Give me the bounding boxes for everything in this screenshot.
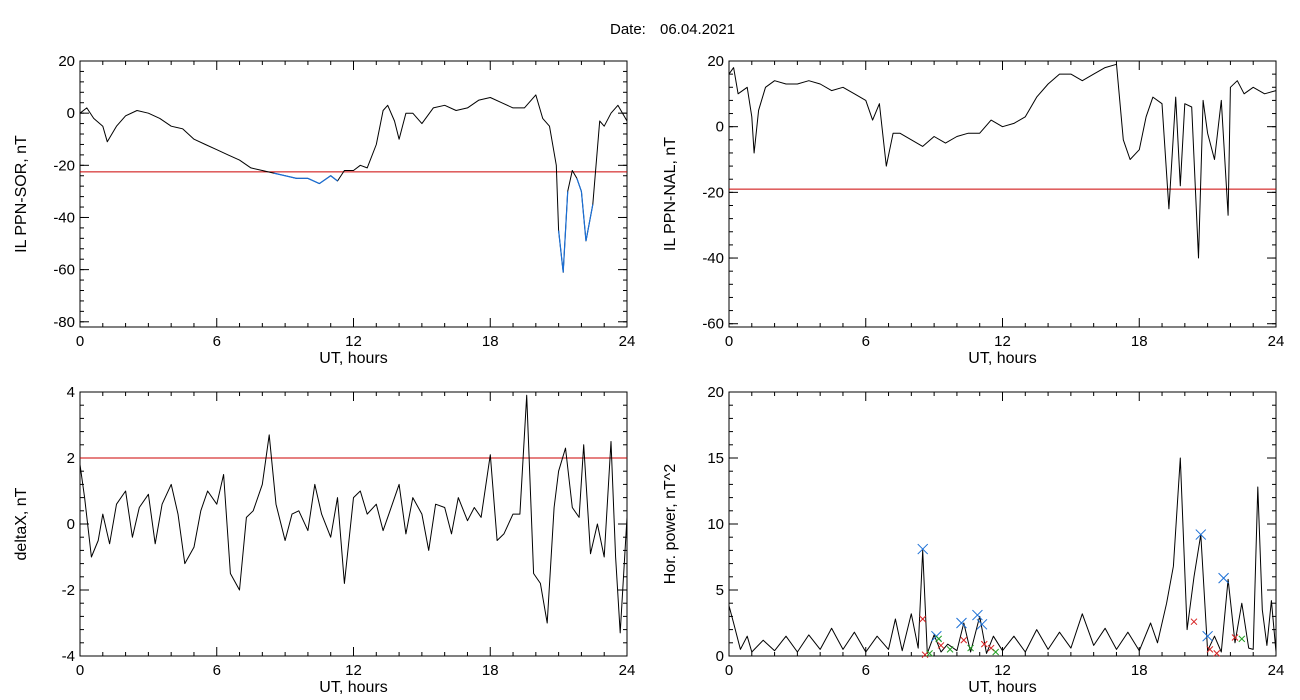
date-value: 06.04.2021 xyxy=(660,21,735,38)
plot-frame xyxy=(728,60,1277,328)
series-line xyxy=(79,394,628,634)
marker-green xyxy=(967,644,974,652)
x-tick-label: 0 xyxy=(76,662,84,679)
x-tick-label: 0 xyxy=(725,333,733,350)
chart-power: 0 6 12 18 24 20 15 10 5 0 UT, hours Hor. power, nT^… xyxy=(662,384,1284,696)
x-axis-label: UT, hours xyxy=(319,350,387,367)
y-tick-label: 5 xyxy=(716,582,724,599)
marker-green xyxy=(926,650,933,657)
marker-red xyxy=(960,636,968,644)
y-axis-label: Hor. power, nT^2 xyxy=(662,464,679,585)
x-tick-label: 6 xyxy=(213,662,221,679)
series-line xyxy=(79,94,628,273)
marker-blue xyxy=(956,617,967,629)
chart-sor: 0 6 12 18 24 20 0 -20 -40 -60 -80 UT, hours IL PPN-S… xyxy=(13,53,635,367)
y-tick-label: 15 xyxy=(707,450,724,467)
below-threshold-segment xyxy=(580,191,587,241)
y-tick-label: 0 xyxy=(67,105,75,122)
x-tick-label: 12 xyxy=(345,662,362,679)
x-tick-label: 12 xyxy=(345,333,362,350)
marker-blue xyxy=(976,618,988,630)
marker-red xyxy=(1231,634,1239,641)
y-tick-label: 0 xyxy=(716,648,724,665)
x-tick-label: 24 xyxy=(1268,333,1285,350)
marker-green xyxy=(1238,635,1246,643)
x-tick-label: 0 xyxy=(725,662,733,679)
y-tick-label: -80 xyxy=(53,314,75,331)
marker-green xyxy=(992,648,1000,656)
chart-deltax: 0 6 12 18 24 4 2 0 -2 -4 UT, hours deltaX, nT xyxy=(13,384,635,696)
plot-frame xyxy=(728,391,1277,657)
x-axis-label: UT, hours xyxy=(319,679,387,696)
y-axis-label: IL PPN-NAL, nT xyxy=(662,137,679,251)
y-axis-label: deltaX, nT xyxy=(13,487,30,560)
x-tick-label: 6 xyxy=(213,333,221,350)
marker-blue xyxy=(972,609,983,621)
series-line xyxy=(728,63,1277,259)
plot-frame xyxy=(79,391,628,657)
below-threshold-segment xyxy=(558,230,564,273)
below-threshold-segment xyxy=(284,175,297,179)
below-threshold-segment xyxy=(562,191,569,273)
marker-blue xyxy=(1195,529,1207,540)
y-tick-label: -4 xyxy=(62,648,75,665)
marker-blue xyxy=(917,543,929,555)
y-tick-label: -60 xyxy=(53,262,75,279)
marker-red xyxy=(937,642,945,649)
x-axis-label: UT, hours xyxy=(968,350,1036,367)
y-tick-label: 2 xyxy=(67,450,75,467)
y-tick-label: -40 xyxy=(53,209,75,226)
y-tick-label: 10 xyxy=(707,516,724,533)
y-tick-label: -40 xyxy=(702,250,724,267)
x-tick-label: 24 xyxy=(619,333,636,350)
y-tick-label: 20 xyxy=(707,384,724,401)
x-tick-label: 18 xyxy=(1131,662,1148,679)
x-tick-label: 6 xyxy=(862,333,870,350)
marker-green xyxy=(935,635,943,643)
below-threshold-segment xyxy=(330,175,338,182)
marker-red xyxy=(1206,646,1214,653)
below-threshold-segment xyxy=(273,172,286,177)
marker-blue xyxy=(1202,630,1213,642)
marker-red xyxy=(921,651,929,659)
marker-red xyxy=(1190,618,1198,626)
x-tick-label: 12 xyxy=(994,333,1011,350)
below-threshold-segment xyxy=(318,175,332,185)
date-label: Date: xyxy=(610,21,646,38)
x-tick-label: 18 xyxy=(1131,333,1148,350)
marker-red xyxy=(919,615,927,623)
x-tick-label: 24 xyxy=(1268,662,1285,679)
x-tick-label: 18 xyxy=(482,662,499,679)
y-tick-label: 4 xyxy=(67,384,75,401)
below-threshold-segment xyxy=(307,177,320,185)
marker-red xyxy=(1213,650,1221,657)
x-tick-label: 18 xyxy=(482,333,499,350)
y-tick-label: -2 xyxy=(62,582,75,599)
chart-nal: 0 6 12 18 24 20 0 -20 -40 -60 UT, hours IL PPN-NAL,… xyxy=(662,53,1284,367)
y-tick-label: 20 xyxy=(58,53,75,70)
series-line xyxy=(728,457,1277,654)
y-tick-label: -20 xyxy=(702,184,724,201)
y-axis-label: IL PPN-SOR, nT xyxy=(13,135,30,253)
x-tick-label: 0 xyxy=(76,333,84,350)
below-threshold-segment xyxy=(585,204,594,242)
y-tick-label: 20 xyxy=(707,53,724,70)
plot-frame xyxy=(79,60,628,328)
y-tick-label: -20 xyxy=(53,157,75,174)
below-threshold-segment xyxy=(576,178,582,192)
x-tick-label: 12 xyxy=(994,662,1011,679)
y-tick-label: 0 xyxy=(716,119,724,136)
y-tick-label: 0 xyxy=(67,516,75,533)
x-tick-label: 6 xyxy=(862,662,870,679)
marker-red xyxy=(980,640,988,648)
x-axis-label: UT, hours xyxy=(968,679,1036,696)
y-tick-label: -60 xyxy=(702,316,724,333)
marker-green xyxy=(946,646,954,653)
marker-blue xyxy=(1218,572,1229,584)
x-tick-label: 24 xyxy=(619,662,636,679)
